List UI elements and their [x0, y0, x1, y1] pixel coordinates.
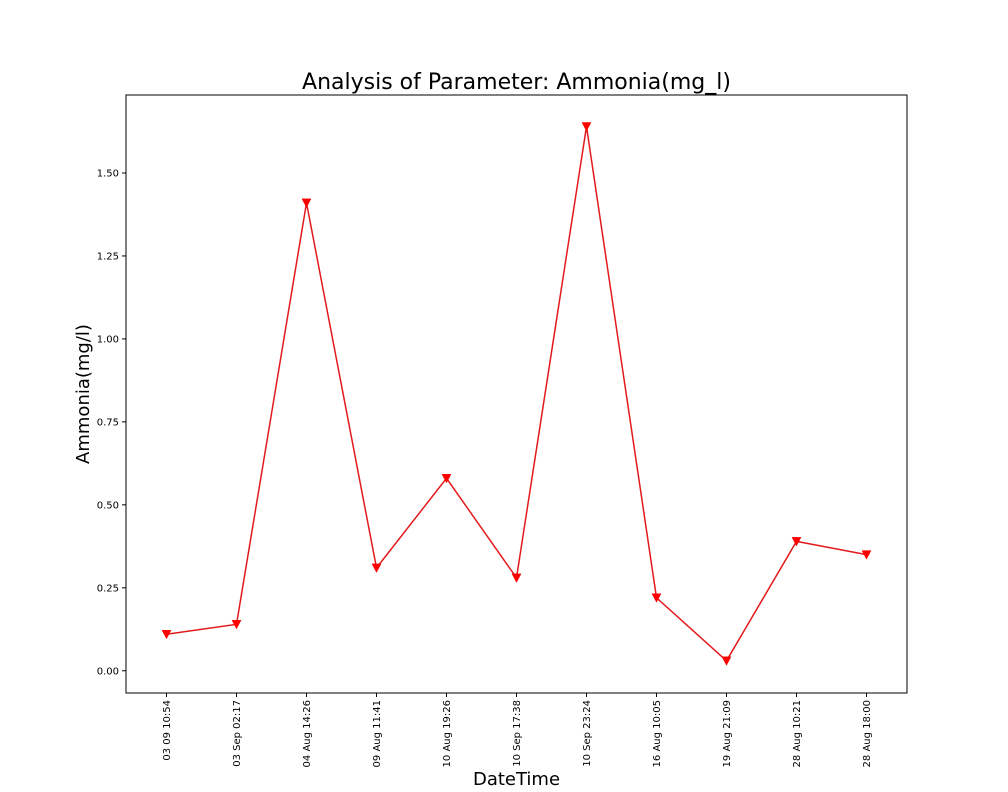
x-axis: 03 09 10:54 03 Sep 02:17 04 Aug 14:26 09 Au…	[162, 693, 873, 767]
data-point-marker	[441, 474, 452, 484]
x-tick-label: 10 Sep 17:38	[512, 700, 523, 767]
y-tick-label: 0.25	[97, 583, 119, 594]
series-group	[161, 122, 872, 666]
x-tick-label: 16 Aug 10:05	[652, 700, 663, 767]
plot-area	[125, 94, 908, 694]
data-point-marker	[651, 593, 662, 603]
y-tick-label: 1.00	[97, 334, 119, 345]
data-point-marker	[161, 630, 172, 640]
x-tick-label: 10 Sep 23:24	[582, 700, 593, 767]
y-axis-label: Ammonia(mg/l)	[73, 324, 94, 464]
data-point-marker	[371, 563, 382, 573]
x-tick-label: 28 Aug 18:00	[862, 700, 873, 767]
data-point-marker	[791, 537, 802, 547]
y-tick-label: 0.00	[97, 666, 119, 677]
y-tick-label: 1.50	[97, 168, 119, 179]
y-tick-label: 1.25	[97, 251, 119, 262]
chart-title: Analysis of Parameter: Ammonia(mg_l)	[302, 70, 731, 95]
data-point-marker	[301, 198, 312, 208]
y-tick-label: 0.75	[97, 417, 119, 428]
x-tick-label: 19 Aug 21:09	[722, 700, 733, 767]
y-axis: 0.00 0.25 0.50 0.75 1.00 1.25 1.50	[97, 168, 126, 677]
data-point-marker	[721, 656, 732, 666]
data-point-marker	[861, 550, 872, 560]
x-tick-label: 03 Sep 02:17	[232, 700, 243, 767]
data-point-marker	[581, 122, 592, 132]
y-tick-label: 0.50	[97, 500, 119, 511]
x-tick-label: 10 Aug 19:26	[442, 700, 453, 767]
x-tick-label: 04 Aug 14:26	[302, 700, 313, 767]
x-axis-label: DateTime	[473, 769, 560, 790]
data-point-marker	[511, 573, 522, 583]
x-tick-label: 03 09 10:54	[162, 700, 173, 761]
x-tick-label: 28 Aug 10:21	[792, 700, 803, 767]
x-tick-label: 09 Aug 11:41	[372, 700, 383, 767]
data-point-marker	[231, 620, 242, 630]
